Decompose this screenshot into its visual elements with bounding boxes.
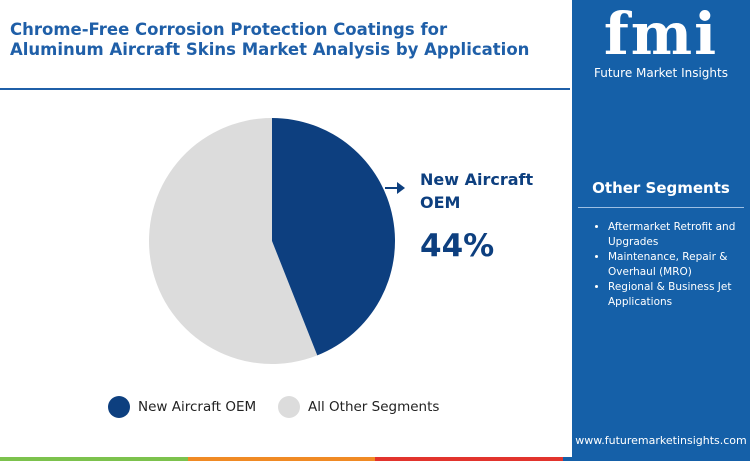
legend-swatch <box>108 396 130 418</box>
pie-chart <box>149 118 405 364</box>
legend-label: All Other Segments <box>308 399 440 415</box>
panel-heading: Other Segments <box>592 179 730 197</box>
brand: Future Market Insights <box>593 66 728 80</box>
legend-swatch <box>278 396 300 418</box>
website: www.futuremarketinsights.com <box>575 434 747 447</box>
color-strip <box>0 457 750 461</box>
panel-rule <box>578 207 744 208</box>
logo: fmi <box>603 0 719 68</box>
legend-item: All Other Segments <box>278 396 439 418</box>
segment-list: Aftermarket Retrofit and UpgradesMainten… <box>592 220 750 310</box>
value-label: 44% <box>420 228 495 264</box>
title-rule <box>0 88 570 90</box>
annotation-arrowhead <box>397 182 405 194</box>
legend-item: New Aircraft OEM <box>108 396 256 418</box>
side-panel: fmi Future Market Insights Other Segment… <box>572 0 750 461</box>
pie-slice <box>272 118 395 356</box>
chart-title: Chrome-Free Corrosion Protection Coating… <box>10 20 530 59</box>
segment-item: Regional & Business Jet Applications <box>608 280 750 310</box>
segment-item: Aftermarket Retrofit and Upgrades <box>608 220 750 250</box>
segment-item: Maintenance, Repair & Overhaul (MRO) <box>608 250 750 280</box>
annotation-label: New Aircraft OEM <box>420 170 534 212</box>
pie-slice <box>149 118 318 364</box>
legend-label: New Aircraft OEM <box>138 399 257 415</box>
